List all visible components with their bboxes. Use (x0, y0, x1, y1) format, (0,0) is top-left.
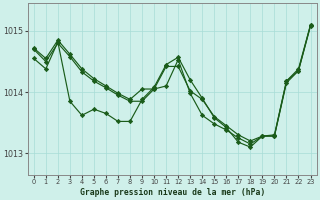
X-axis label: Graphe pression niveau de la mer (hPa): Graphe pression niveau de la mer (hPa) (80, 188, 265, 197)
